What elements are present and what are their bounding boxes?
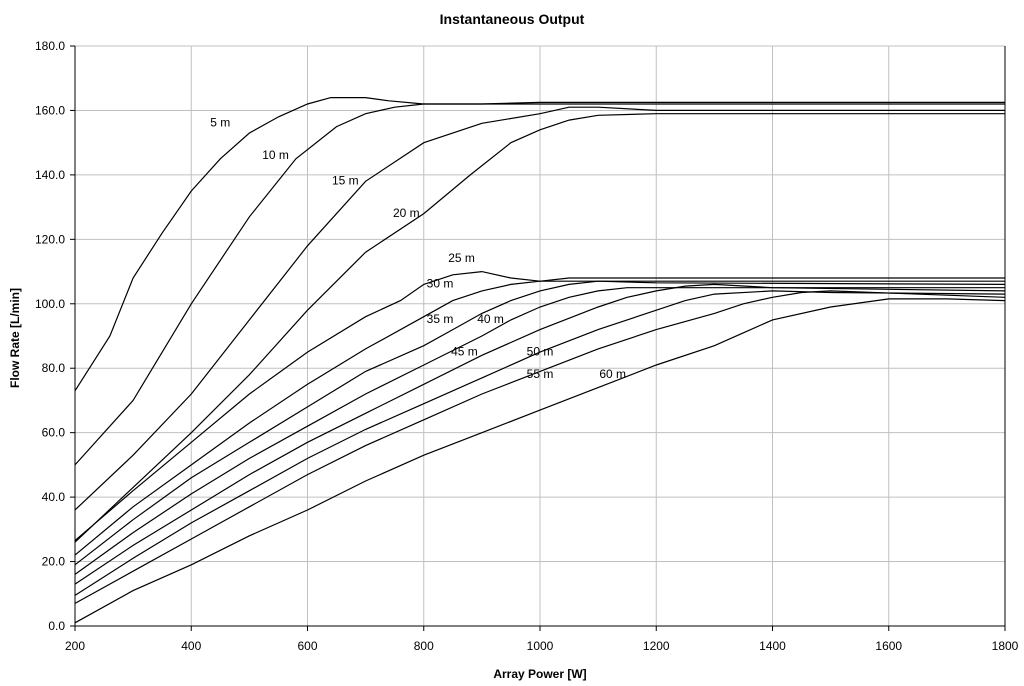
y-tick-label: 20.0 bbox=[42, 555, 66, 569]
series-annotations: 5 m 10 m 15 m 20 m 25 m 30 m 35 m 40 m 45 m 50 m 5… bbox=[210, 116, 626, 381]
series-annotation: 50 m bbox=[527, 344, 554, 358]
x-tick-label: 1800 bbox=[992, 639, 1019, 653]
series-annotation: 10 m bbox=[262, 148, 289, 162]
y-tick-label: 40.0 bbox=[42, 490, 66, 504]
series-line-20m bbox=[74, 113, 1005, 543]
series-line-45m bbox=[74, 283, 1006, 585]
x-tick-label: 600 bbox=[297, 639, 317, 653]
series-annotation: 25 m bbox=[448, 251, 475, 265]
y-tick-label: 80.0 bbox=[42, 361, 66, 375]
series-line-55m bbox=[74, 290, 1006, 604]
x-tick-label: 800 bbox=[414, 639, 434, 653]
x-tick-label: 1600 bbox=[875, 639, 902, 653]
x-tick-label: 200 bbox=[65, 639, 85, 653]
series-line-60m bbox=[74, 298, 1006, 624]
series-line-10m bbox=[74, 101, 1005, 466]
series-annotation: 5 m bbox=[210, 116, 230, 130]
series-annotation: 55 m bbox=[527, 367, 554, 381]
y-tick-label: 160.0 bbox=[35, 103, 65, 117]
x-tick-label: 400 bbox=[181, 639, 201, 653]
x-tick-label: 1400 bbox=[759, 639, 786, 653]
series-lines bbox=[74, 97, 1006, 624]
series-line-30m bbox=[74, 277, 1005, 556]
y-tick-label: 120.0 bbox=[35, 232, 65, 246]
series-annotation: 15 m bbox=[332, 174, 359, 188]
series-annotation: 20 m bbox=[393, 206, 420, 220]
series-line-15m bbox=[74, 106, 1005, 511]
y-tick-label: 60.0 bbox=[42, 426, 66, 440]
y-axis-title: Flow Rate [L/min] bbox=[8, 288, 22, 388]
x-axis-title: Array Power [W] bbox=[493, 667, 586, 681]
series-annotation: 60 m bbox=[599, 367, 626, 381]
series-line-25m bbox=[74, 270, 1005, 542]
series-annotation: 40 m bbox=[477, 312, 504, 326]
series-line-35m bbox=[74, 280, 1006, 566]
axes: 200 400 600 800 1000 1200 1400 1600 1800 0.0 20.0 4… bbox=[35, 39, 1019, 653]
series-line-50m bbox=[74, 290, 1006, 596]
y-tick-label: 0.0 bbox=[48, 619, 65, 633]
grid bbox=[74, 45, 1006, 627]
series-annotation: 35 m bbox=[427, 312, 454, 326]
series-annotation: 45 m bbox=[451, 344, 478, 358]
x-tick-label: 1000 bbox=[527, 639, 554, 653]
series-line-5m bbox=[74, 97, 1005, 392]
x-tick-label: 1200 bbox=[643, 639, 670, 653]
y-tick-label: 140.0 bbox=[35, 168, 65, 182]
series-annotation: 30 m bbox=[427, 277, 454, 291]
series-line-40m bbox=[74, 287, 1005, 575]
y-tick-label: 180.0 bbox=[35, 39, 65, 53]
chart-title: Instantaneous Output bbox=[440, 11, 585, 27]
y-tick-label: 100.0 bbox=[35, 297, 65, 311]
